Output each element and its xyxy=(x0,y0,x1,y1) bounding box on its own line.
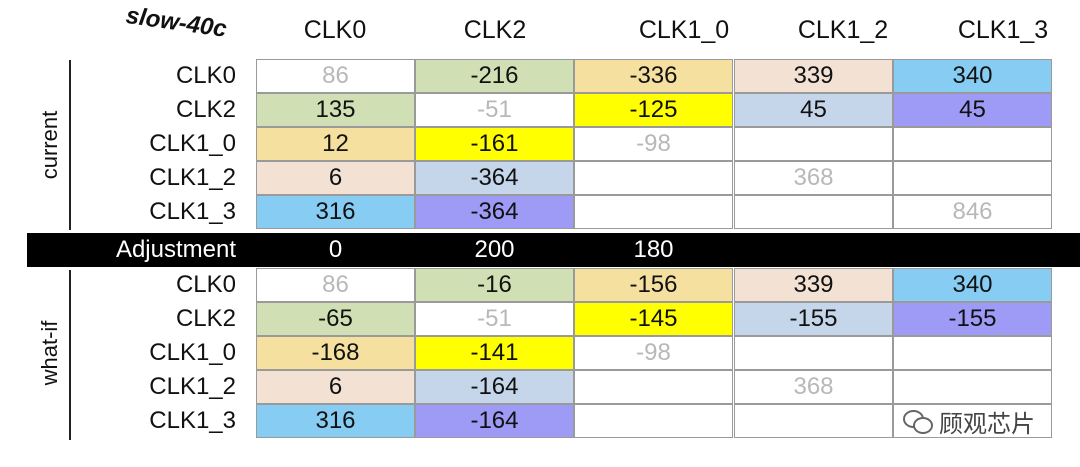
whatif-cell: -164 xyxy=(415,404,574,438)
whatif-cell: -141 xyxy=(415,336,574,370)
current-cell: 12 xyxy=(256,127,415,161)
current-cell: -51 xyxy=(415,93,574,127)
whatif-row-label-clk0: CLK0 xyxy=(175,271,236,298)
adjustment-value: 180 xyxy=(633,236,674,263)
whatif-cell xyxy=(893,336,1052,370)
whatif-cell: -164 xyxy=(415,370,574,404)
whatif-row-label-clk2: CLK2 xyxy=(175,305,236,332)
current-cell: -125 xyxy=(574,93,733,127)
whatif-cell: 339 xyxy=(734,268,893,302)
column-header-clk1-2: CLK1_2 xyxy=(797,15,889,44)
whatif-cell: 86 xyxy=(256,268,415,302)
whatif-cell xyxy=(734,404,893,438)
current-row-label-clk1-2: CLK1_2 xyxy=(149,164,236,191)
current-group-line xyxy=(69,60,71,230)
current-cell: 6 xyxy=(256,161,415,195)
column-header-clk1-0: CLK1_0 xyxy=(638,15,730,44)
current-cell xyxy=(893,127,1052,161)
current-cell: -98 xyxy=(574,127,733,161)
current-cell: 135 xyxy=(256,93,415,127)
whatif-cell: -16 xyxy=(415,268,574,302)
whatif-cell: -98 xyxy=(574,336,733,370)
current-cell xyxy=(734,195,893,229)
adjustment-label: Adjustment xyxy=(115,236,236,263)
whatif-cell: -145 xyxy=(574,302,733,336)
whatif-group-label: what-if xyxy=(37,320,62,386)
current-row-label-clk2: CLK2 xyxy=(175,96,236,123)
whatif-cell xyxy=(734,336,893,370)
whatif-cell: 6 xyxy=(256,370,415,404)
watermark: 顾观芯片 xyxy=(903,403,1035,439)
current-cell xyxy=(734,127,893,161)
current-cell: -336 xyxy=(574,59,733,93)
current-cell: 340 xyxy=(893,59,1052,93)
current-cell: 86 xyxy=(256,59,415,93)
current-cell: 316 xyxy=(256,195,415,229)
whatif-row-label-clk1-3: CLK1_3 xyxy=(149,407,236,434)
corner-label: slow-40c xyxy=(124,2,229,43)
current-row-label-clk1-3: CLK1_3 xyxy=(149,198,236,225)
current-cell: 368 xyxy=(734,161,893,195)
current-cell: -216 xyxy=(415,59,574,93)
whatif-cell: -51 xyxy=(415,302,574,336)
whatif-cell: -155 xyxy=(893,302,1052,336)
whatif-cell: 316 xyxy=(256,404,415,438)
current-cell xyxy=(574,195,733,229)
adjustment-value: 200 xyxy=(474,236,515,263)
column-header-clk0: CLK0 xyxy=(303,15,367,44)
whatif-cell: -155 xyxy=(734,302,893,336)
current-cell: 45 xyxy=(734,93,893,127)
whatif-group-line xyxy=(69,270,71,440)
watermark-text: 顾观芯片 xyxy=(939,410,1035,438)
whatif-cell xyxy=(574,404,733,438)
column-header-clk2: CLK2 xyxy=(463,15,527,44)
adjustment-value: 0 xyxy=(328,236,343,263)
whatif-cell: 368 xyxy=(734,370,893,404)
current-cell xyxy=(574,161,733,195)
whatif-cell: -168 xyxy=(256,336,415,370)
whatif-cell xyxy=(893,370,1052,404)
current-cell: -364 xyxy=(415,161,574,195)
whatif-cell: -65 xyxy=(256,302,415,336)
current-cell: 339 xyxy=(734,59,893,93)
current-cell: 846 xyxy=(893,195,1052,229)
adjustment-bar xyxy=(27,233,1080,267)
current-cell xyxy=(893,161,1052,195)
current-row-label-clk1-0: CLK1_0 xyxy=(149,130,236,157)
whatif-row-label-clk1-2: CLK1_2 xyxy=(149,373,236,400)
current-cell: 45 xyxy=(893,93,1052,127)
whatif-cell: -156 xyxy=(574,268,733,302)
whatif-cell xyxy=(574,370,733,404)
current-cell: -364 xyxy=(415,195,574,229)
current-cell: -161 xyxy=(415,127,574,161)
whatif-cell: 340 xyxy=(893,268,1052,302)
current-row-label-clk0: CLK0 xyxy=(175,62,236,89)
whatif-row-label-clk1-0: CLK1_0 xyxy=(149,339,236,366)
wechat-icon xyxy=(903,408,933,434)
column-header-clk1-3: CLK1_3 xyxy=(957,15,1049,44)
current-group-label: current xyxy=(37,110,62,180)
